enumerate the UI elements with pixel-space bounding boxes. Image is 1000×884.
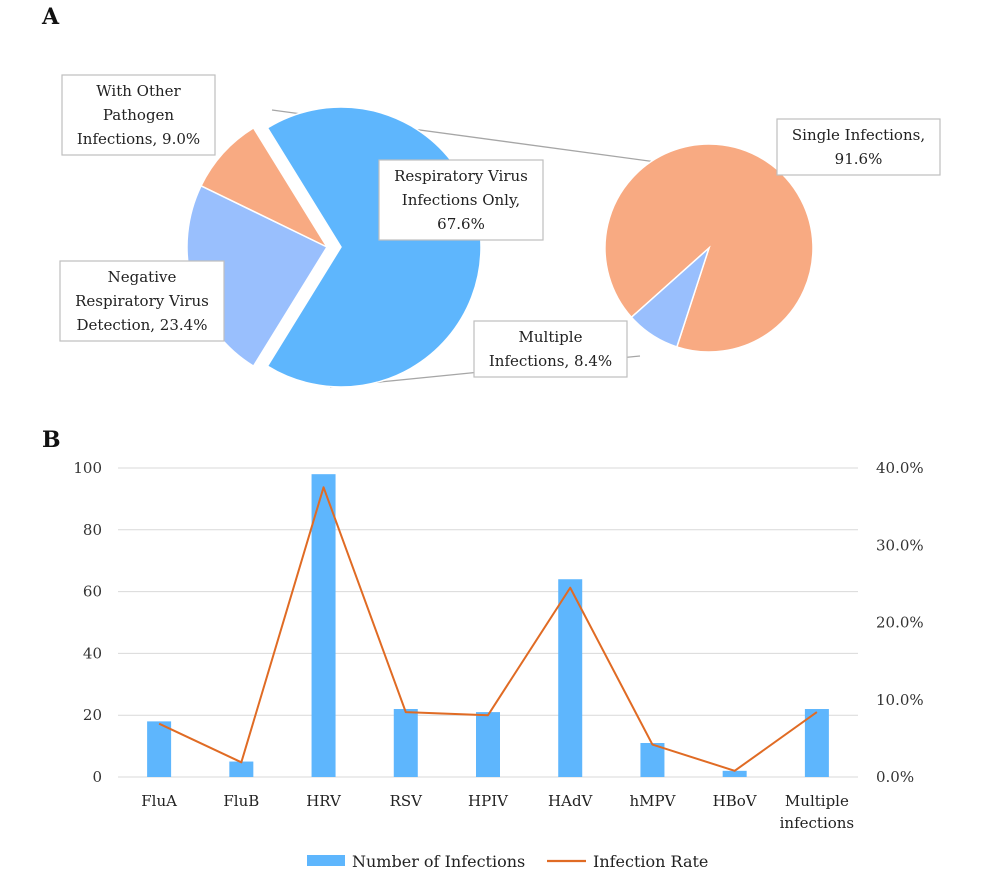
- category-label: RSV: [390, 792, 424, 810]
- right-tick-label: 0.0%: [876, 768, 914, 786]
- category-label: HAdV: [548, 792, 594, 810]
- left-tick-label: 20: [83, 706, 102, 724]
- category-label: FluB: [223, 792, 259, 810]
- left-axis-ticks: 0 20 40 60 80 100: [73, 459, 102, 786]
- bar: [147, 721, 171, 777]
- panel-label-a: A: [41, 4, 60, 30]
- main-pie-chart: [187, 107, 481, 387]
- bar: [229, 762, 253, 777]
- category-label: HPIV: [468, 792, 509, 810]
- category-label: HBoV: [713, 792, 758, 810]
- category-label: hMPV: [629, 792, 676, 810]
- right-tick-label: 30.0%: [876, 536, 924, 554]
- legend-label-number-of-infections: Number of Infections: [352, 852, 525, 871]
- category-label: HRV: [306, 792, 342, 810]
- bar: [476, 712, 500, 777]
- category-label: FluA: [141, 792, 177, 810]
- legend-swatch-number-of-infections: [307, 855, 345, 866]
- right-tick-label: 40.0%: [876, 459, 924, 477]
- bar: [394, 709, 418, 777]
- left-tick-label: 100: [73, 459, 102, 477]
- left-tick-label: 60: [83, 583, 102, 601]
- right-tick-label: 10.0%: [876, 691, 924, 709]
- bar-series-number-of-infections: [147, 474, 829, 777]
- bar: [558, 579, 582, 777]
- legend: Number of Infections Infection Rate: [307, 852, 708, 871]
- left-tick-label: 40: [83, 644, 102, 662]
- right-axis-ticks: 0.0% 10.0% 20.0% 30.0% 40.0%: [876, 459, 924, 786]
- panel-label-b: B: [42, 427, 61, 453]
- left-tick-label: 0: [92, 768, 102, 786]
- left-tick-label: 80: [83, 521, 102, 539]
- legend-label-infection-rate: Infection Rate: [593, 852, 708, 871]
- bar: [312, 474, 336, 777]
- right-tick-label: 20.0%: [876, 614, 924, 632]
